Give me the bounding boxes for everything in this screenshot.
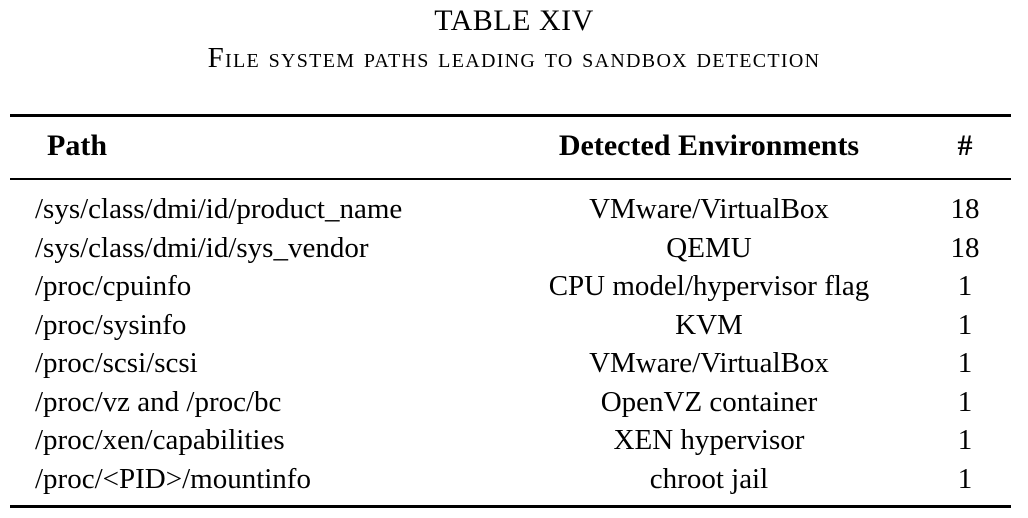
bottom-rule (10, 505, 1011, 508)
table-row: /proc/sysinfo KVM 1 (10, 306, 1011, 345)
path-cell: /proc/<PID>/mountinfo (35, 462, 311, 495)
table-number: TABLE XIV (434, 4, 594, 37)
table-row: /proc/<PID>/mountinfo chroot jail 1 (10, 460, 1011, 499)
path-cell: /sys/class/dmi/id/sys_vendor (35, 231, 369, 264)
table-header: Path Detected Environments # (10, 126, 1011, 166)
count-cell: 18 (950, 231, 980, 264)
count-cell: 1 (957, 270, 973, 302)
header-detected-environments: Detected Environments (558, 129, 860, 162)
table-row: /proc/vz and /proc/bc OpenVZ container 1 (10, 383, 1011, 422)
top-rule (10, 114, 1011, 117)
header-row: Path Detected Environments # (10, 126, 1011, 166)
environment-cell: KVM (675, 308, 743, 341)
path-cell: /proc/sysinfo (35, 308, 187, 341)
table-row: /proc/scsi/scsi VMware/VirtualBox 1 (10, 344, 1011, 383)
table-caption: File system paths leading to sandbox det… (207, 42, 821, 74)
table-row: /sys/class/dmi/id/product_name VMware/Vi… (10, 190, 1011, 229)
environment-cell: OpenVZ container (600, 385, 818, 418)
count-cell: 1 (957, 424, 973, 456)
path-cell: /sys/class/dmi/id/product_name (35, 193, 403, 225)
environment-cell: chroot jail (649, 462, 769, 495)
header-path: Path (47, 129, 107, 162)
path-cell: /proc/scsi/scsi (35, 347, 198, 379)
count-cell: 1 (957, 462, 973, 495)
environment-cell: XEN hypervisor (613, 424, 805, 456)
table-body: /sys/class/dmi/id/product_name VMware/Vi… (10, 190, 1011, 498)
environment-cell: QEMU (666, 231, 752, 264)
path-cell: /proc/cpuinfo (35, 270, 192, 302)
count-cell: 1 (957, 308, 973, 341)
path-cell: /proc/vz and /proc/bc (35, 385, 282, 418)
table-row: /proc/xen/capabilities XEN hypervisor 1 (10, 421, 1011, 460)
environment-cell: CPU model/hypervisor flag (548, 270, 870, 302)
table-row: /proc/cpuinfo CPU model/hypervisor flag … (10, 267, 1011, 306)
count-cell: 1 (957, 385, 973, 418)
table-row: /sys/class/dmi/id/sys_vendor QEMU 18 (10, 229, 1011, 268)
environment-cell: VMware/VirtualBox (589, 193, 829, 225)
environment-cell: VMware/VirtualBox (589, 347, 829, 379)
header-rule (10, 178, 1011, 180)
count-cell: 1 (957, 347, 973, 379)
header-count: # (957, 129, 973, 162)
path-cell: /proc/xen/capabilities (35, 424, 285, 456)
count-cell: 18 (950, 193, 980, 225)
